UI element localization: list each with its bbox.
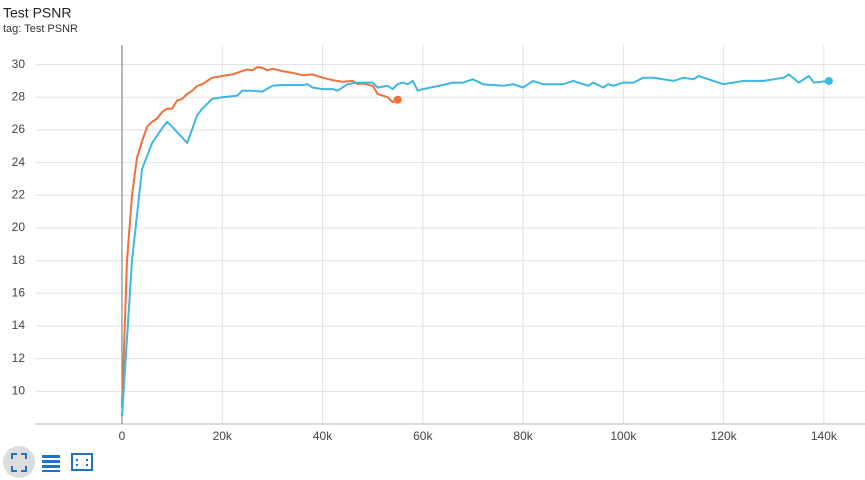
toolbar-highlight — [3, 446, 35, 478]
plot-area: 10 12 14 16 18 20 22 24 26 28 30 0 20k 40k 60k 80k 100k 1… — [12, 45, 865, 443]
x-tick-label: 120k — [711, 429, 738, 443]
y-tick-label: 16 — [12, 285, 26, 299]
chart-title: Test PSNR — [3, 5, 71, 21]
y-tick-label: 12 — [12, 351, 26, 365]
chart-subtitle: tag: Test PSNR — [3, 23, 78, 35]
y-tick-label: 26 — [12, 122, 26, 136]
zoom-button[interactable] — [71, 453, 93, 471]
y-tick-label: 28 — [12, 89, 26, 103]
fit-button[interactable] — [11, 453, 27, 472]
x-tick-label: 80k — [513, 429, 533, 443]
y-tick-label: 20 — [12, 220, 26, 234]
x-tick-label: 20k — [213, 429, 233, 443]
y-tick-label: 30 — [12, 57, 26, 71]
y-tick-label: 22 — [12, 187, 26, 201]
x-tick-label: 140k — [811, 429, 838, 443]
x-tick-label: 60k — [413, 429, 433, 443]
zoom-button-dots — [76, 459, 88, 466]
x-tick-label: 0 — [119, 429, 126, 443]
y-tick-label: 10 — [12, 383, 26, 397]
end-point — [393, 95, 402, 104]
log-scale-button[interactable] — [42, 455, 60, 472]
y-tick-label: 18 — [12, 253, 26, 267]
series-line — [121, 73, 830, 416]
y-tick-label: 24 — [12, 155, 26, 169]
x-tick-label: 40k — [313, 429, 333, 443]
toolbar — [3, 446, 93, 478]
x-tick-label: 100k — [610, 429, 637, 443]
end-point — [824, 76, 833, 85]
series-line — [121, 66, 399, 408]
y-tick-label: 14 — [12, 318, 26, 332]
